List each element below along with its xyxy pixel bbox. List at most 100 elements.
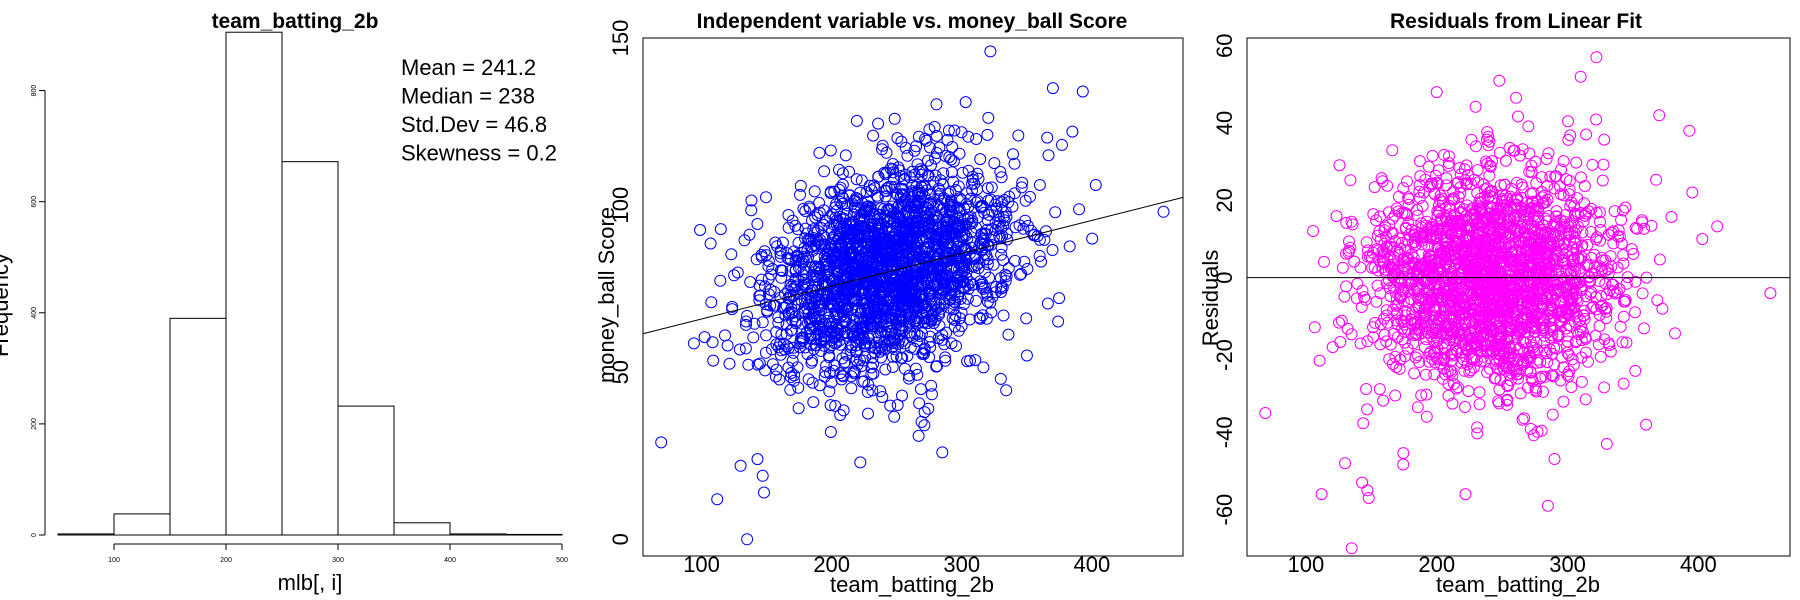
scatter-point xyxy=(878,280,891,293)
residual-point xyxy=(1526,196,1539,209)
residual-point xyxy=(1457,353,1470,366)
scatter-point xyxy=(836,178,849,191)
scatter-point xyxy=(714,274,727,287)
scatter-point xyxy=(873,339,886,352)
scatter-panel: Independent variable vs. money_ball Scor… xyxy=(594,10,1184,597)
scatter-point xyxy=(848,293,861,305)
residual-point xyxy=(1578,180,1591,192)
residual-point xyxy=(1638,322,1650,335)
residual-point xyxy=(1466,353,1479,366)
scatter-point xyxy=(995,282,1008,295)
residual-point xyxy=(1446,397,1459,410)
residual-point xyxy=(1590,303,1603,316)
scatter-title: Independent variable vs. money_ball Scor… xyxy=(697,10,1128,33)
residual-point xyxy=(1569,315,1581,328)
residual-point xyxy=(1502,380,1514,392)
scatter-point xyxy=(704,237,717,250)
scatter-point xyxy=(855,174,868,187)
scatter-point xyxy=(925,379,938,392)
residual-point xyxy=(1487,344,1499,357)
residual-point xyxy=(1412,288,1425,301)
residual-point xyxy=(1602,263,1615,276)
scatter-point xyxy=(908,168,921,181)
scatter-point xyxy=(920,134,933,147)
residual-point xyxy=(1544,321,1556,334)
residual-point xyxy=(1565,304,1577,317)
residual-point xyxy=(1560,173,1573,186)
scatter-point xyxy=(923,188,936,201)
residual-point xyxy=(1577,309,1590,322)
scatter-point xyxy=(946,277,959,290)
residual-point xyxy=(1379,221,1392,234)
residual-point xyxy=(1371,279,1384,292)
scatter-point xyxy=(913,397,926,410)
scatter-point xyxy=(944,200,957,213)
residual-point xyxy=(1492,222,1505,235)
residual-point xyxy=(1458,297,1471,310)
histogram-panel: team_batting_2b mlb[, i] Frequency 100 20… xyxy=(0,10,568,595)
scatter-point xyxy=(854,456,867,469)
residual-point xyxy=(1397,458,1410,471)
scatter-point xyxy=(981,295,994,308)
residual-point xyxy=(1373,383,1386,396)
residual-point xyxy=(1620,277,1633,290)
residual-point xyxy=(1408,367,1421,380)
residual-point xyxy=(1548,453,1561,465)
scatter-point xyxy=(871,313,884,326)
scatter-point xyxy=(973,311,986,324)
residual-point xyxy=(1477,241,1490,254)
scatter-point xyxy=(835,220,848,233)
residual-point xyxy=(1508,144,1521,157)
residual-point xyxy=(1358,291,1371,304)
scatter-point xyxy=(958,264,971,277)
scatter-point xyxy=(936,446,949,459)
residual-point xyxy=(1415,221,1428,234)
residual-point xyxy=(1495,295,1507,308)
scatter-point xyxy=(894,170,907,182)
residual-point xyxy=(1565,381,1578,394)
scatter-point xyxy=(813,146,826,159)
scatter-point xyxy=(789,265,802,277)
residual-point xyxy=(1411,349,1424,361)
scatter-point xyxy=(978,206,991,219)
residual-point xyxy=(1471,164,1484,177)
residual-y-tick-label: -60 xyxy=(1212,494,1237,526)
scatter-point xyxy=(1014,268,1026,281)
scatter-point xyxy=(865,184,878,197)
residual-point xyxy=(1548,358,1561,371)
residual-point xyxy=(1561,346,1574,359)
residual-point xyxy=(1536,321,1549,334)
residual-point xyxy=(1598,381,1611,394)
scatter-point xyxy=(885,327,898,340)
scatter-point xyxy=(901,149,914,162)
residual-point xyxy=(1444,202,1456,215)
scatter-point xyxy=(973,256,986,269)
scatter-point xyxy=(774,250,787,263)
scatter-point xyxy=(879,184,891,197)
scatter-point xyxy=(989,224,1002,237)
scatter-point xyxy=(785,367,798,379)
residual-point xyxy=(1581,238,1594,251)
residual-point xyxy=(1477,326,1490,339)
residual-point xyxy=(1570,335,1583,348)
residual-point xyxy=(1334,336,1347,348)
scatter-point xyxy=(962,200,975,213)
residual-point xyxy=(1525,232,1538,245)
scatter-point xyxy=(909,362,922,375)
scatter-point xyxy=(962,130,975,143)
residual-point xyxy=(1574,70,1587,83)
scatter-point xyxy=(847,365,860,378)
scatter-point xyxy=(944,194,957,207)
residual-point xyxy=(1459,318,1471,331)
residual-point xyxy=(1537,314,1550,327)
scatter-point xyxy=(817,326,830,339)
scatter-x-axis: 100 200 300 400 xyxy=(683,552,1110,577)
scatter-point xyxy=(733,343,746,356)
residual-point xyxy=(1696,233,1709,245)
scatter-point xyxy=(769,370,782,383)
scatter-point xyxy=(762,255,775,268)
residual-point xyxy=(1534,356,1547,369)
residual-point xyxy=(1459,401,1471,413)
residual-point xyxy=(1525,166,1538,178)
residual-point xyxy=(1516,312,1529,325)
